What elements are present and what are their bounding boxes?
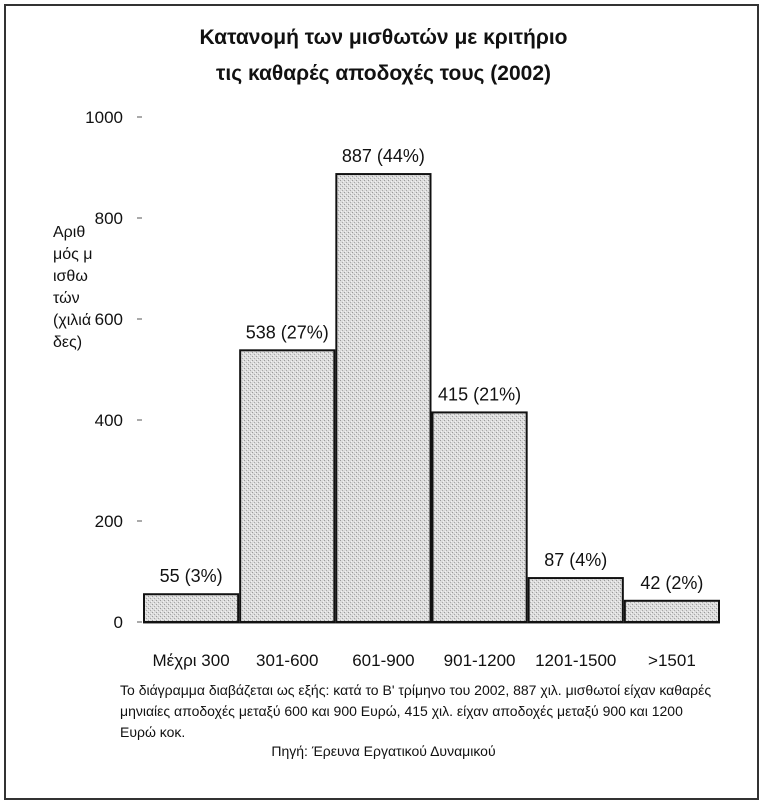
bar [335,173,432,623]
category-label: 901-1200 [444,651,516,670]
data-label: 887 (44%) [342,146,425,166]
data-label: 42 (2%) [640,573,703,593]
y-axis-label: Αριθμός μισθωτών (χιλιάδες) [53,224,93,351]
category-label: 301-600 [256,651,318,670]
y-tick-label: 400 [95,411,123,430]
chart-frame [4,4,759,800]
bar [431,411,528,623]
bar [143,593,240,623]
y-tick-label: 200 [95,512,123,531]
chart-title: Κατανομή των μισθωτών με κριτήριο τις κα… [0,20,767,92]
category-label: 601-900 [352,651,414,670]
data-label: 87 (4%) [544,550,607,570]
category-label: >1501 [648,651,696,670]
bar [239,349,336,623]
bar-chart: 0 200 400 600 800 1000 55 (3%) Μέχρι 300 538 (2… [85,108,720,670]
chart-title-line-2: τις καθαρές αποδοχές τους (2002) [215,62,551,85]
bar [623,599,720,623]
category-label: Μέχρι 300 [152,651,229,670]
data-label: 55 (3%) [160,566,223,586]
data-label: 415 (21%) [438,384,521,404]
y-tick-label: 0 [114,613,123,632]
chart-source: Πηγή: Έρευνα Εργατικού Δυναμικού [271,743,496,759]
category-label: 1201-1500 [535,651,616,670]
chart-title-line-1: Κατανομή των μισθωτών με κριτήριο [199,26,568,49]
y-tick-label: 800 [95,209,123,228]
data-label: 538 (27%) [246,322,329,342]
y-tick-label: 1000 [85,108,123,127]
chart-note: Το διάγραμμα διαβάζεται ως εξής: κατά το… [120,682,712,740]
y-tick-label: 600 [95,310,123,329]
bar [527,577,624,624]
